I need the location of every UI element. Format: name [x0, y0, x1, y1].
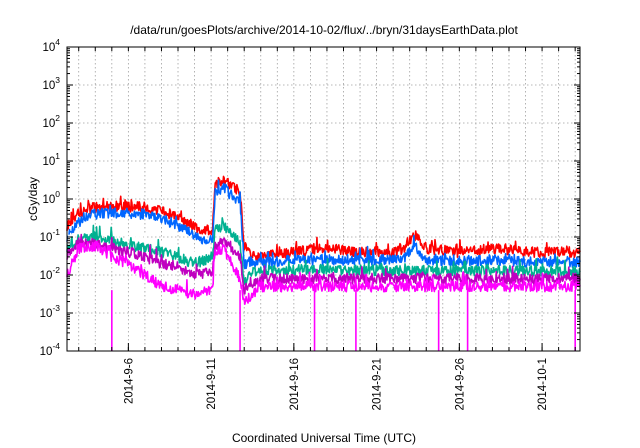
- y-tick-exponent: 2: [55, 113, 60, 123]
- y-tick-label: 101: [42, 151, 60, 168]
- y-tick-exponent: 3: [55, 75, 60, 85]
- x-tick-label: 2014-9-11: [206, 358, 218, 410]
- x-tick-labels: 2014-9-6 2014-9-11 2014-9-16 2014-9-21 2014-…: [123, 358, 549, 410]
- series-line: [66, 240, 581, 306]
- y-tick-base: 10: [42, 80, 55, 92]
- x-tick-label: 2014-9-6: [123, 358, 135, 404]
- x-tick-label: 2014-10-1: [537, 358, 549, 410]
- spike-group: [111, 290, 576, 351]
- x-axis-label: Coordinated Universal Time (UTC): [232, 431, 416, 445]
- series-line: [66, 217, 581, 286]
- y-tick-label: 103: [42, 75, 60, 92]
- y-tick-exponent: -3: [52, 303, 60, 313]
- tick-group: [67, 46, 580, 352]
- y-tick-base: 10: [42, 194, 55, 206]
- y-tick-exponent: 0: [55, 189, 60, 199]
- chart-title: /data/run/goesPlots/archive/2014-10-02/f…: [130, 23, 518, 37]
- y-tick-base: 10: [40, 232, 53, 244]
- y-axis-label: cGy/day: [26, 177, 40, 221]
- y-tick-label: 104: [42, 37, 60, 54]
- series-group: [66, 175, 581, 306]
- y-tick-label: 100: [42, 189, 60, 206]
- y-tick-label: 10-3: [40, 303, 61, 320]
- x-tick-label: 2014-9-16: [289, 358, 301, 410]
- x-tick-label: 2014-9-21: [372, 358, 384, 410]
- y-tick-exponent: 1: [55, 151, 60, 161]
- y-tick-exponent: 4: [55, 37, 60, 47]
- y-tick-label: 10-2: [40, 265, 61, 282]
- y-tick-label: 10-1: [40, 227, 61, 244]
- x-tick-label: 2014-9-26: [454, 358, 466, 410]
- series-line: [66, 175, 581, 263]
- grid: [67, 47, 580, 351]
- y-tick-exponent: -2: [52, 265, 60, 275]
- y-tick-base: 10: [42, 42, 55, 54]
- y-tick-base: 10: [40, 308, 53, 320]
- series-line: [66, 179, 581, 270]
- y-tick-base: 10: [42, 156, 55, 168]
- y-tick-base: 10: [40, 346, 53, 358]
- y-tick-base: 10: [40, 270, 53, 282]
- y-tick-label: 102: [42, 113, 60, 130]
- y-tick-label: 10-4: [40, 341, 61, 358]
- y-tick-base: 10: [42, 118, 55, 130]
- y-tick-exponent: -1: [52, 227, 60, 237]
- y-tick-exponent: -4: [52, 341, 60, 351]
